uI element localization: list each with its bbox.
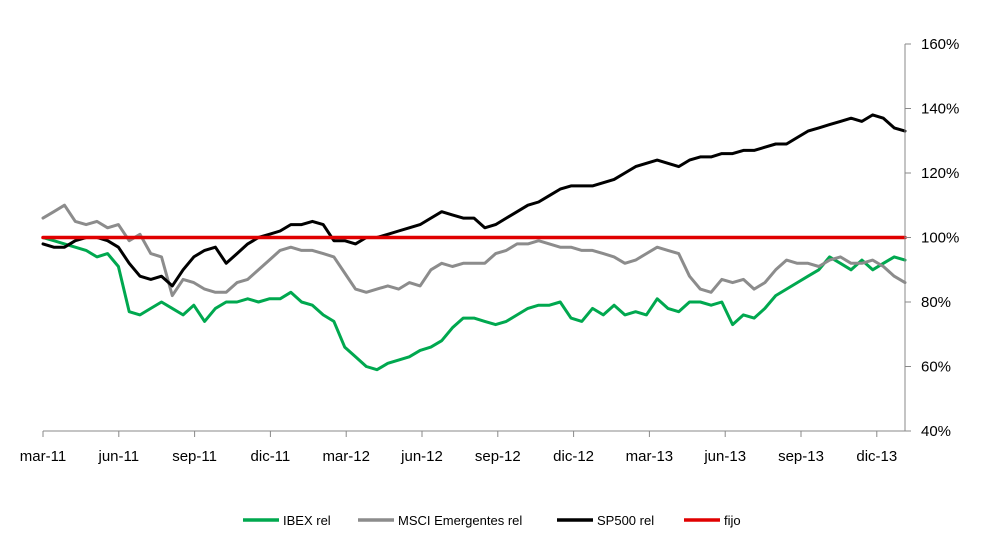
legend-label: MSCI Emergentes rel [398, 513, 522, 528]
x-tick-label: sep-13 [778, 448, 824, 465]
x-tick-label: sep-12 [475, 448, 521, 465]
legend-label: SP500 rel [597, 513, 654, 528]
x-tick-label: dic-12 [553, 448, 594, 465]
y-tick-label: 60% [921, 359, 951, 376]
legend: IBEX rel MSCI Emergentes rel SP500 rel fijo [243, 513, 741, 528]
y-tick-label: 80% [921, 294, 951, 311]
axes-layer: mar-11 jun-11 sep-11 dic-11 mar-12 jun-12 sep-… [20, 36, 960, 465]
legend-item-fijo: fijo [684, 513, 741, 528]
y-tick-label: 40% [921, 423, 951, 440]
x-tick-label: mar-13 [626, 448, 674, 465]
legend-item-msci-emergentes-rel: MSCI Emergentes rel [358, 513, 522, 528]
y-tick-label: 120% [921, 165, 959, 182]
x-tick-label: jun-11 [98, 448, 140, 465]
legend-item-sp500-rel: SP500 rel [557, 513, 654, 528]
x-tick-label: dic-11 [251, 448, 291, 465]
x-tick-label: mar-12 [322, 448, 370, 465]
x-tick-label: dic-13 [856, 448, 897, 465]
legend-label: IBEX rel [283, 513, 331, 528]
y-tick-label: 140% [921, 101, 959, 118]
y-tick-label: 160% [921, 36, 959, 53]
series-layer [41, 113, 907, 372]
series-line-ibex-rel [41, 236, 907, 372]
x-tick-label: sep-11 [172, 448, 217, 465]
series-line-sp500-rel [41, 113, 907, 288]
x-tick-label: mar-11 [20, 448, 66, 465]
y-tick-label: 100% [921, 230, 959, 247]
series-line-msci-emergentes-rel [41, 203, 907, 298]
legend-label: fijo [724, 513, 741, 528]
legend-item-ibex-rel: IBEX rel [243, 513, 331, 528]
x-tick-label: jun-13 [703, 448, 746, 465]
x-tick-label: jun-12 [400, 448, 443, 465]
